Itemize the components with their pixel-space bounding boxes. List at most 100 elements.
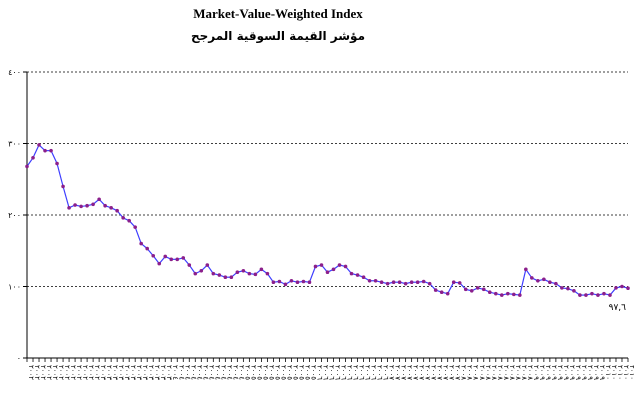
data-point-95 <box>596 293 600 297</box>
data-point-79 <box>499 293 504 297</box>
x-tick-label-48: ٢٠٠٦ <box>315 365 323 380</box>
data-point-5 <box>55 161 59 166</box>
data-point-71 <box>451 280 456 285</box>
x-tick-label-26: ٢٠٠٤ <box>183 365 191 380</box>
x-tick-label-94: ٢٠٠٩ <box>592 365 600 380</box>
data-label-0: ٩٧,٦ <box>609 303 627 313</box>
data-point-3 <box>43 148 47 153</box>
data-point-34 <box>229 275 234 280</box>
data-point-75 <box>475 286 480 290</box>
data-point-44 <box>289 278 294 283</box>
data-point-82 <box>518 293 522 297</box>
x-tick-label-27: ٢٠٠٤ <box>189 365 197 380</box>
data-point-99 <box>620 284 624 289</box>
data-point-25 <box>175 257 180 262</box>
data-point-36 <box>241 268 246 273</box>
x-tick-label-76: ٢٠٠٨ <box>484 365 492 380</box>
series-markers <box>25 143 630 297</box>
data-point-46 <box>301 279 306 284</box>
data-point-77 <box>487 290 492 295</box>
data-point-0 <box>25 164 29 169</box>
data-point-42 <box>277 279 282 284</box>
data-point-54 <box>349 271 354 276</box>
data-point-20 <box>145 246 149 251</box>
x-tick-label-90: ٢٠٠٩ <box>568 365 576 380</box>
y-axis: ٠ ١٠٠ ٢٠٠ ٣٠٠ ٤٠٠ <box>8 68 28 363</box>
x-tick-label-20: ٢٠٠٣ <box>147 365 155 380</box>
x-tick-label-93: ٢٠٠٩ <box>586 365 594 380</box>
x-tick-label-33: ٢٠٠٤ <box>225 365 233 380</box>
chart-title: Market-Value-Weighted Index <box>193 6 363 21</box>
data-point-6 <box>61 184 65 189</box>
data-point-12 <box>97 197 101 202</box>
x-tick-label-2: ٢٠٠٢ <box>39 365 47 380</box>
data-point-50 <box>325 270 330 275</box>
line-segment-82 <box>519 269 527 296</box>
x-tick-label-66: ٢٠٠٧ <box>424 365 432 380</box>
x-tick-label-80: ٢٠٠٨ <box>508 365 516 380</box>
data-point-51 <box>331 267 336 272</box>
x-tick-label-92: ٢٠٠٩ <box>580 365 588 380</box>
data-point-100 <box>626 286 630 291</box>
x-tick-label-85: ٢٠٠٩ <box>538 365 546 380</box>
x-tick-label-15: ٢٠٠٣ <box>117 365 125 380</box>
x-tick-label-99: ٢٠١٠ <box>622 365 630 380</box>
data-point-60 <box>385 281 390 286</box>
data-point-97 <box>608 293 612 297</box>
x-tick-label-47: ٢٠٠٥ <box>309 365 317 380</box>
data-point-68 <box>433 288 438 292</box>
data-point-15 <box>115 208 119 213</box>
y-tick-label-0: ٠ <box>17 354 21 363</box>
data-point-48 <box>313 264 318 269</box>
x-tick-label-5: ٢٠٠٢ <box>57 365 65 380</box>
line-segment-6 <box>62 186 70 209</box>
annotations: ٩٧,٦ <box>609 303 627 313</box>
x-tick-label-29: ٢٠٠٤ <box>201 365 209 380</box>
data-point-19 <box>139 241 143 246</box>
y-tick-label-3: ٣٠٠ <box>8 140 21 149</box>
data-point-38 <box>253 272 258 277</box>
x-tick-label-54: ٢٠٠٦ <box>352 365 360 380</box>
x-tick-label-3: ٢٠٠٢ <box>45 365 53 380</box>
data-point-11 <box>91 202 95 207</box>
x-tick-label-35: ٢٠٠٤ <box>237 365 245 380</box>
data-point-27 <box>187 263 192 267</box>
x-tick-label-72: ٢٠٠٨ <box>460 365 468 380</box>
x-tick-label-56: ٢٠٠٦ <box>364 365 372 380</box>
x-tick-label-22: ٢٠٠٣ <box>159 365 167 380</box>
x-tick-label-75: ٢٠٠٨ <box>478 365 486 380</box>
data-point-67 <box>427 281 432 286</box>
data-point-9 <box>79 204 83 209</box>
data-point-28 <box>193 271 198 276</box>
data-point-32 <box>217 273 222 277</box>
data-point-23 <box>163 254 168 259</box>
data-point-63 <box>403 281 408 286</box>
x-tick-label-44: ٢٠٠٥ <box>291 365 299 380</box>
data-point-86 <box>542 277 546 282</box>
x-tick-label-57: ٢٠٠٦ <box>370 365 378 380</box>
line-segment-4 <box>50 150 58 164</box>
data-point-94 <box>590 291 594 296</box>
x-tick-label-89: ٢٠٠٩ <box>562 365 570 380</box>
x-tick-label-12: ٢٠٠٣ <box>99 365 107 380</box>
x-tick-label-77: ٢٠٠٨ <box>490 365 498 380</box>
x-tick-label-38: ٢٠٠٥ <box>255 365 263 380</box>
data-point-66 <box>421 279 426 284</box>
x-tick-label-42: ٢٠٠٥ <box>279 365 287 380</box>
data-point-62 <box>397 280 402 285</box>
data-point-85 <box>536 278 540 283</box>
data-point-93 <box>584 293 588 297</box>
x-axis: ٢٠٠٢٢٠٠٢٢٠٠٢٢٠٠٢٢٠٠٢٢٠٠٢٢٠٠٢٢٠٠٢٢٠٠٢٢٠٠٢… <box>26 357 634 380</box>
x-tick-label-63: ٢٠٠٧ <box>406 365 414 380</box>
data-point-53 <box>343 264 348 269</box>
x-tick-label-58: ٢٠٠٦ <box>376 365 384 380</box>
data-point-74 <box>469 288 474 293</box>
line-segment-70 <box>447 281 455 294</box>
data-point-96 <box>602 291 606 296</box>
data-point-26 <box>181 256 186 260</box>
data-point-89 <box>560 286 564 290</box>
data-point-57 <box>367 278 372 283</box>
data-point-1 <box>31 156 35 160</box>
x-tick-label-13: ٢٠٠٣ <box>105 365 113 380</box>
